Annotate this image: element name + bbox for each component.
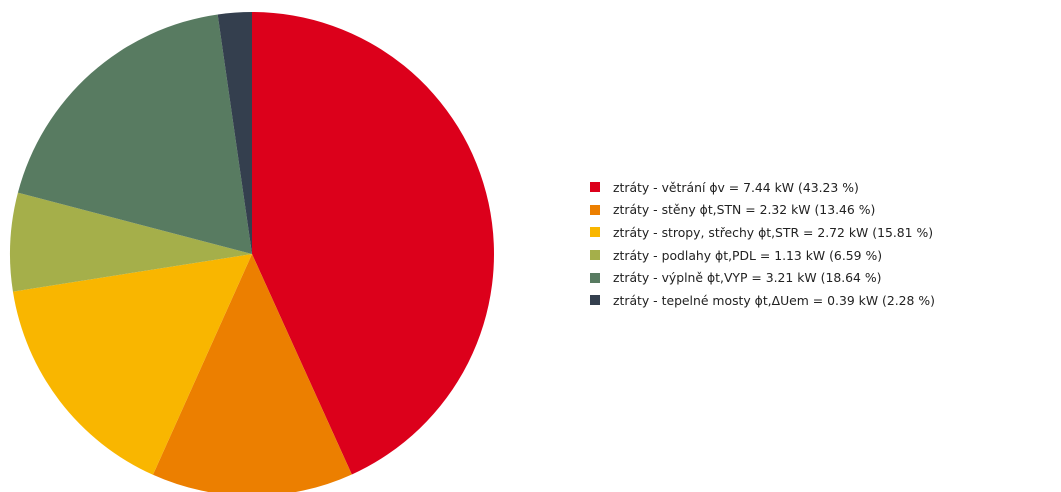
legend-label: ztráty - stěny ϕt,STN = 2.32 kW (13.46 %…: [613, 202, 876, 218]
pie-slice-1[interactable]: [252, 12, 494, 475]
legend-item-3[interactable]: ztráty - stropy, střechy ϕt,STR = 2.72 k…: [590, 221, 935, 244]
pie-slice-6[interactable]: [217, 12, 252, 254]
pie-slice-2[interactable]: [152, 254, 352, 492]
pie-chart: [10, 12, 494, 492]
pie-slice-4[interactable]: [10, 192, 252, 292]
legend-label: ztráty - větrání ϕv = 7.44 kW (43.23 %): [613, 179, 859, 195]
legend-label: ztráty - výplně ϕt,VYP = 3.21 kW (18.64 …: [613, 270, 882, 286]
legend-item-1[interactable]: ztráty - větrání ϕv = 7.44 kW (43.23 %): [590, 176, 935, 199]
legend-item-4[interactable]: ztráty - podlahy ϕt,PDL = 1.13 kW (6.59 …: [590, 244, 935, 267]
pie-slice-3[interactable]: [12, 254, 252, 475]
legend-swatch: [590, 250, 600, 261]
pie-slice-5[interactable]: [17, 14, 253, 255]
legend-swatch: [590, 182, 600, 193]
legend-swatch: [590, 272, 600, 283]
legend-label: ztráty - stropy, střechy ϕt,STR = 2.72 k…: [613, 224, 934, 240]
legend-item-6[interactable]: ztráty - tepelné mosty ϕt,ΔUem = 0.39 kW…: [590, 289, 935, 312]
legend-swatch: [590, 204, 600, 215]
legend-label: ztráty - tepelné mosty ϕt,ΔUem = 0.39 kW…: [613, 292, 935, 308]
legend-label: ztráty - podlahy ϕt,PDL = 1.13 kW (6.59 …: [613, 247, 883, 263]
legend-swatch: [590, 295, 600, 306]
legend-swatch: [590, 227, 600, 238]
legend-item-2[interactable]: ztráty - stěny ϕt,STN = 2.32 kW (13.46 %…: [590, 199, 935, 222]
legend: ztráty - větrání ϕv = 7.44 kW (43.23 %) z…: [590, 176, 935, 312]
legend-item-5[interactable]: ztráty - výplně ϕt,VYP = 3.21 kW (18.64 …: [590, 266, 935, 289]
